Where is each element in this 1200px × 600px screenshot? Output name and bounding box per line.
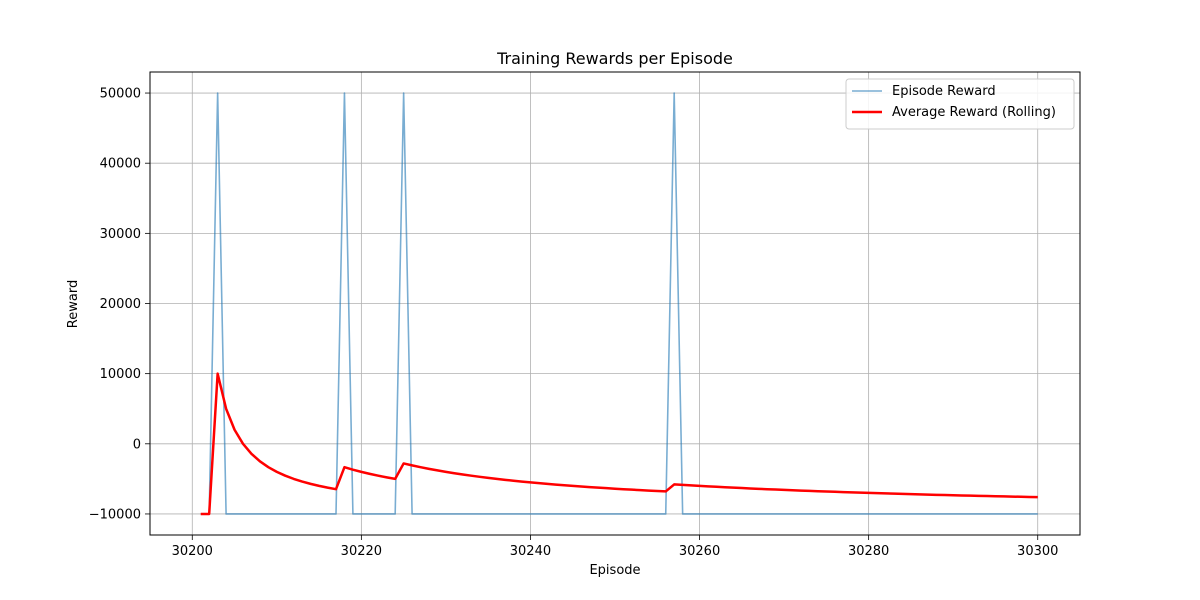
legend-box (845, 78, 1075, 130)
x-tick-label: 30200 (172, 544, 213, 559)
legend: Episode Reward Average Reward (Rolling) (845, 78, 1075, 130)
y-tick-label: 50000 (100, 87, 141, 102)
ticks: 30200 30220 30240 30260 30280 30300 −10000 0 100… (89, 87, 1059, 559)
series-line-episode-reward (200, 92, 1038, 515)
y-tick-label: 20000 (100, 297, 141, 312)
legend-label-average-reward: Average Reward (Rolling) (892, 105, 1056, 120)
x-tick-label: 30240 (510, 544, 551, 559)
x-tick-label: 30300 (1017, 544, 1058, 559)
series-layer (200, 92, 1038, 516)
y-axis-label: Reward (66, 280, 81, 328)
x-tick-label: 30220 (341, 544, 382, 559)
x-tick-label: 30280 (848, 544, 889, 559)
y-tick-label: 10000 (100, 367, 141, 382)
x-tick-label: 30260 (679, 544, 720, 559)
y-tick-label: 40000 (100, 157, 141, 172)
y-tick-label: 0 (133, 437, 141, 452)
series-line-average-reward (200, 372, 1038, 516)
chart-title: Training Rewards per Episode (496, 49, 733, 68)
x-axis-label: Episode (589, 563, 640, 578)
y-tick-label: 30000 (100, 227, 141, 242)
y-tick-label: −10000 (89, 507, 141, 522)
legend-label-episode-reward: Episode Reward (892, 84, 996, 99)
